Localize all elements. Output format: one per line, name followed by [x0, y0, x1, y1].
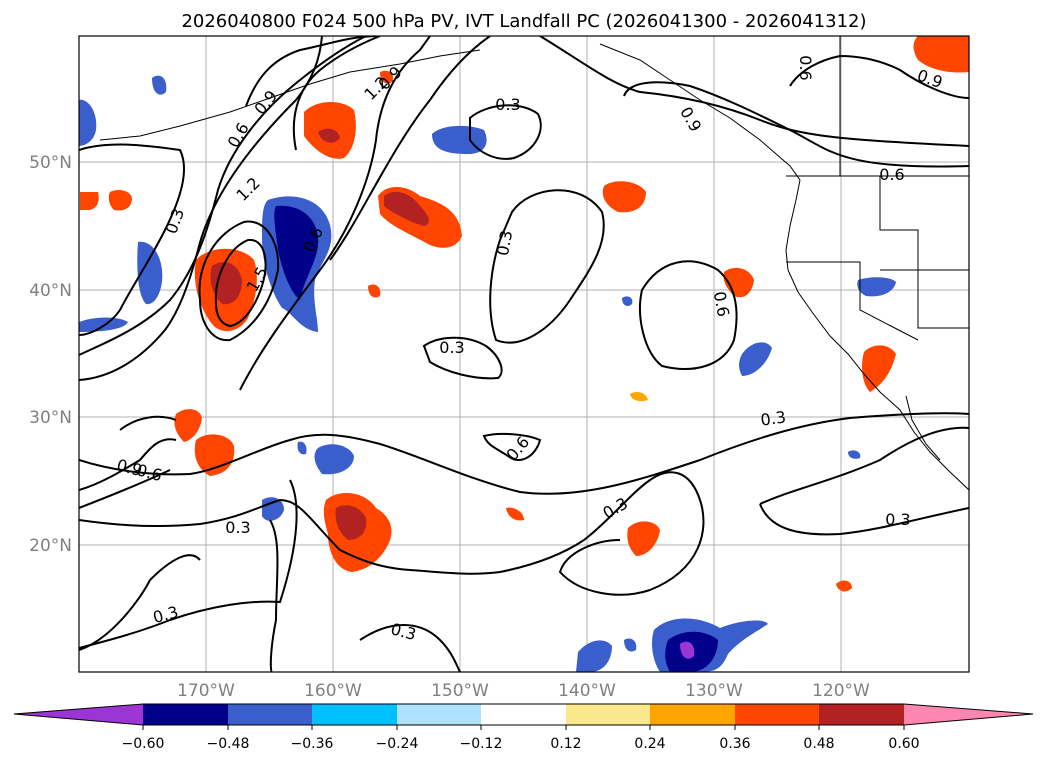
pv-contours: [79, 36, 969, 672]
colorbar-tick-label: 0.36: [719, 736, 750, 752]
positive-anomaly: [108, 190, 132, 211]
colorbar-segment: [312, 704, 397, 725]
contour-label: 0.3: [885, 510, 910, 529]
colorbar-tick-label: 0.48: [803, 736, 834, 752]
contour-label: 0.3: [439, 338, 464, 357]
lon-label: 150°W: [431, 681, 489, 701]
positive-anomaly: [862, 345, 896, 392]
lat-label: 40°N: [29, 281, 72, 301]
contour-label: 0.6: [879, 165, 904, 184]
positive-anomaly-core: [210, 262, 242, 305]
lat-label: 50°N: [29, 153, 72, 173]
colorbar-tick-label: −0.12: [460, 736, 503, 752]
colorbar-extend-high: [904, 704, 1033, 725]
positive-anomaly: [627, 521, 660, 556]
lat-labels: 50°N 40°N 30°N 20°N: [29, 153, 72, 556]
lon-label: 160°W: [304, 681, 362, 701]
positive-anomaly-core: [318, 128, 340, 143]
colorbar-tick-label: 0.12: [550, 736, 581, 752]
negative-anomaly-extreme: [680, 641, 695, 659]
positive-anomaly: [368, 284, 381, 298]
lon-labels: 170°W 160°W 150°W 140°W 130°W 120°W: [177, 681, 870, 701]
colorbar-segment: [397, 704, 481, 725]
negative-anomaly: [576, 640, 612, 672]
negative-anomaly: [622, 296, 633, 306]
map-frame: [78, 35, 970, 673]
positive-anomaly: [630, 392, 648, 402]
filled-anomalies: [79, 36, 969, 672]
positive-anomaly: [194, 434, 235, 476]
colorbar-tick-label: −0.60: [122, 736, 165, 752]
coastlines: [99, 36, 969, 491]
colorbar-ticks: [142, 725, 905, 730]
negative-anomaly: [739, 342, 772, 376]
negative-anomaly: [314, 444, 354, 475]
lon-label: 140°W: [558, 681, 616, 701]
positive-anomaly: [602, 181, 646, 213]
positive-anomaly: [913, 36, 969, 73]
colorbar-tick-label: 0.24: [634, 736, 665, 752]
colorbar-segment: [566, 704, 650, 725]
negative-anomaly: [857, 277, 896, 297]
contour-label: 0.3: [759, 407, 787, 429]
positive-anomaly: [836, 580, 852, 592]
colorbar-tick-label: −0.48: [207, 736, 250, 752]
lon-label: 120°W: [812, 681, 870, 701]
colorbar-extend-low: [14, 704, 143, 725]
positive-anomaly: [174, 409, 202, 442]
negative-anomaly: [79, 99, 97, 146]
contour-label: 0.6: [710, 290, 733, 318]
negative-anomaly: [152, 75, 167, 95]
positive-anomaly: [506, 507, 524, 521]
negative-anomaly: [297, 441, 307, 455]
positive-anomaly: [80, 192, 99, 210]
contour-label: 0.3: [493, 229, 516, 257]
negative-anomaly: [137, 241, 163, 305]
colorbar-tick-label: −0.24: [376, 736, 419, 752]
colorbar-segment: [735, 704, 819, 725]
positive-anomaly-core: [384, 191, 429, 226]
colorbar-segment: [481, 704, 566, 725]
colorbar-tick-label: 0.60: [888, 736, 919, 752]
colorbar-tick-label: −0.36: [291, 736, 334, 752]
figure-title: 2026040800 F024 500 hPa PV, IVT Landfall…: [181, 11, 866, 32]
negative-anomaly: [262, 497, 284, 521]
contour-label: 0.6: [796, 55, 815, 80]
negative-anomaly: [432, 125, 487, 154]
colorbar: −0.60 −0.48 −0.36 −0.24 −0.12 0.12 0.24 …: [13, 703, 1034, 752]
lat-label: 30°N: [29, 408, 72, 428]
colorbar-segment: [650, 704, 735, 725]
colorbar-segment: [228, 704, 312, 725]
lat-label: 20°N: [29, 536, 72, 556]
lon-label: 130°W: [685, 681, 743, 701]
colorbar-segment: [143, 704, 228, 725]
colorbar-segment: [819, 704, 904, 725]
positive-anomaly: [380, 70, 394, 84]
negative-anomaly: [624, 638, 637, 652]
contour-label: 0.3: [495, 95, 520, 114]
positive-anomaly-core: [335, 505, 367, 540]
negative-anomaly: [848, 450, 861, 459]
map-background: [79, 36, 969, 672]
lon-label: 170°W: [177, 681, 235, 701]
contour-label: 0.3: [225, 518, 250, 537]
negative-anomaly-core: [274, 205, 319, 300]
